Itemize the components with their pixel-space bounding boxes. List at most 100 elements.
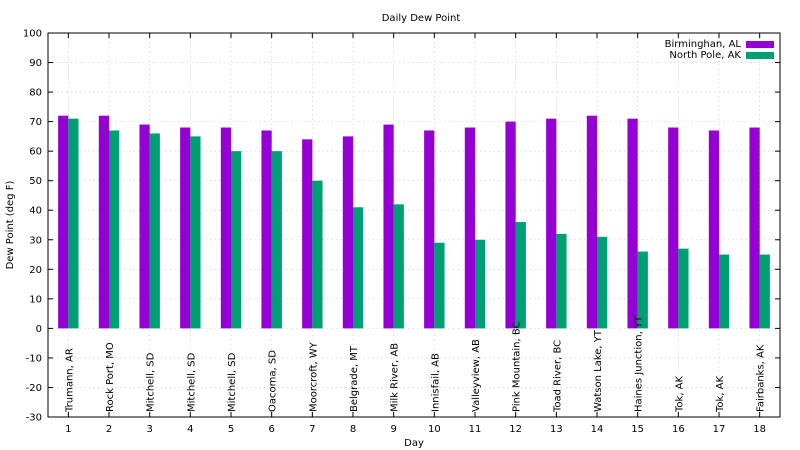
bar-north-pole <box>759 254 770 329</box>
location-label: Fairbanks, AK <box>756 344 767 412</box>
y-tick-label: -30 <box>26 413 42 424</box>
x-tick-label: 2 <box>106 424 112 435</box>
x-tick-label: 3 <box>146 424 152 435</box>
bar-birmingham <box>546 118 557 329</box>
location-label: Tok, AK <box>674 375 685 413</box>
location-labels: Trumann, AR Rock Port, MO Mitchell, SD Mitc… <box>64 315 766 413</box>
bar-birmingham <box>342 136 353 329</box>
y-tick-label: 90 <box>29 58 42 69</box>
location-label: Watson Lake, YT <box>593 329 604 412</box>
bar-north-pole <box>637 251 648 329</box>
x-tick-label: 12 <box>509 424 522 435</box>
location-label: Toad River, BC <box>552 340 563 413</box>
x-tick-label: 15 <box>631 424 644 435</box>
y-tick-label: 50 <box>29 176 42 187</box>
plot-frame <box>47 32 781 418</box>
y-tick-label: -10 <box>26 353 42 364</box>
bar-birmingham <box>98 115 109 329</box>
location-label: Mitchell, SD <box>227 352 238 412</box>
y-tick-label: 20 <box>29 265 42 276</box>
x-tick-label: 6 <box>268 424 274 435</box>
bar-north-pole <box>353 207 364 329</box>
x-tick-label: 16 <box>672 424 685 435</box>
bar-birmingham <box>220 127 231 329</box>
bar-birmingham <box>302 139 313 329</box>
bar-birmingham <box>505 121 516 329</box>
bar-north-pole <box>597 236 608 329</box>
location-label: Oacoma, SD <box>268 350 279 412</box>
bar-birmingham <box>383 124 394 329</box>
location-label: Tok, AK <box>715 375 726 413</box>
bar-birmingham <box>464 127 475 329</box>
x-axis-title: Day <box>404 438 424 449</box>
bar-north-pole <box>231 151 242 329</box>
bar-birmingham <box>139 124 150 329</box>
bar-north-pole <box>393 204 404 329</box>
location-label: Rock Port, MO <box>105 342 116 412</box>
x-tick-label: 8 <box>350 424 356 435</box>
y-tick-label: 10 <box>29 294 42 305</box>
y-tick-label: 0 <box>36 324 42 335</box>
x-tick-label: 5 <box>228 424 234 435</box>
x-tick-label: 1 <box>65 424 71 435</box>
bar-birmingham <box>749 127 760 329</box>
bar-birmingham <box>58 115 69 329</box>
location-label: Moorcroft, WY <box>308 341 319 412</box>
bar-birmingham <box>180 127 191 329</box>
bar-north-pole <box>190 136 201 329</box>
x-tick-label: 7 <box>309 424 315 435</box>
bar-north-pole <box>109 130 120 329</box>
x-tick-label: 17 <box>713 424 726 435</box>
bar-north-pole <box>434 242 445 329</box>
y-tick-label: -20 <box>26 383 42 394</box>
y-tick-label: 80 <box>29 88 42 99</box>
legend-label: North Pole, AK <box>669 50 741 61</box>
x-tick-label: 13 <box>550 424 563 435</box>
x-tick-label: 14 <box>591 424 604 435</box>
bar-birmingham <box>668 127 679 329</box>
y-tick-label: 70 <box>29 117 42 128</box>
bars <box>58 115 770 329</box>
location-label: Innisfail, AB <box>430 353 441 412</box>
bar-birmingham <box>261 130 272 329</box>
bar-birmingham <box>708 130 719 329</box>
bar-north-pole <box>312 180 323 329</box>
x-tick-label: 9 <box>390 424 396 435</box>
bar-birmingham <box>586 115 597 329</box>
bar-north-pole <box>149 133 160 329</box>
x-tick-label: 11 <box>469 424 482 435</box>
y-tick-label: 100 <box>23 29 42 40</box>
bar-north-pole <box>475 239 486 329</box>
location-label: Haines Junction, YT <box>634 315 645 412</box>
location-label: Pink Mountain, BC <box>512 321 523 412</box>
grid <box>48 32 780 418</box>
bar-birmingham <box>627 118 638 329</box>
x-tick-label: 10 <box>428 424 441 435</box>
x-tick-label: 18 <box>753 424 766 435</box>
location-label: Valleyview, AB <box>471 339 482 412</box>
legend-label: Birminghan, AL <box>665 39 742 50</box>
bar-north-pole <box>515 222 526 329</box>
y-tick-label: 30 <box>29 235 42 246</box>
legend-swatch <box>746 41 774 48</box>
bar-north-pole <box>556 233 567 329</box>
bar-north-pole <box>678 248 689 329</box>
x-tick-label: 4 <box>187 424 193 435</box>
bar-north-pole <box>271 151 282 329</box>
legend-swatch <box>746 52 774 59</box>
y-tick-label: 60 <box>29 147 42 158</box>
bar-birmingham <box>424 130 435 329</box>
bar-north-pole <box>68 118 79 329</box>
location-label: Belgrade, MT <box>349 345 360 412</box>
location-label: Mitchell, SD <box>146 352 157 412</box>
chart-title: Daily Dew Point <box>382 13 461 24</box>
y-tick-label: 40 <box>29 206 42 217</box>
location-label: Trumann, AR <box>64 348 75 413</box>
location-label: Milk River, AB <box>390 343 401 412</box>
y-axis-title: Dew Point (deg F) <box>5 181 16 270</box>
bar-north-pole <box>719 254 730 329</box>
location-label: Mitchell, SD <box>186 352 197 412</box>
